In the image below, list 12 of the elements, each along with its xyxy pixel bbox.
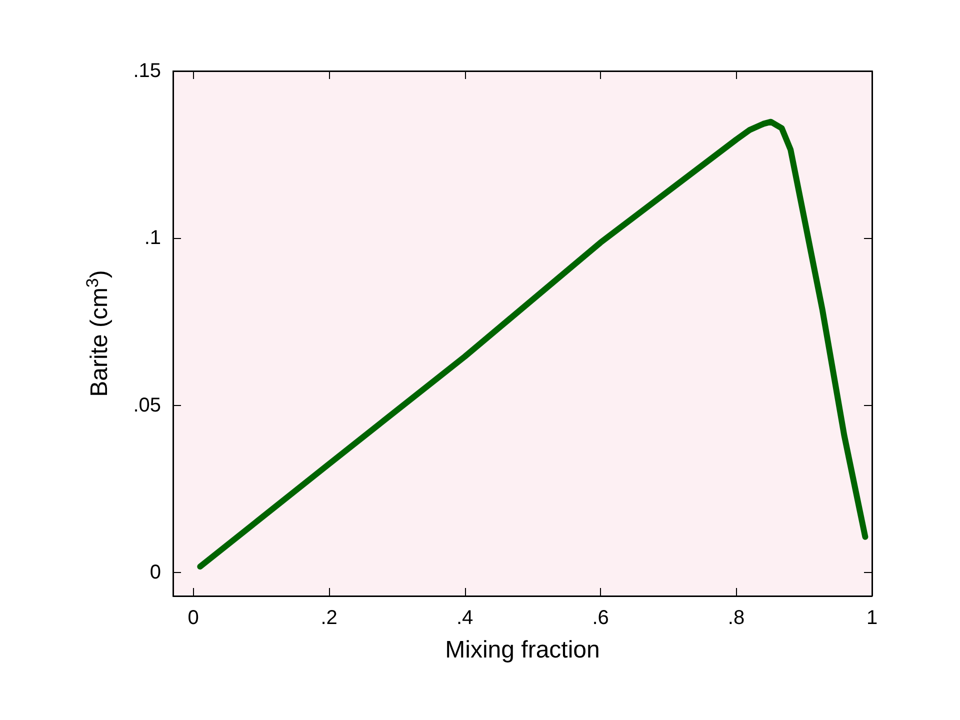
y-tick-label: 0 xyxy=(150,562,161,584)
x-tick-label: 0 xyxy=(188,607,199,629)
y-tick-label: .1 xyxy=(144,227,161,250)
x-tick-label: .2 xyxy=(320,607,338,629)
y-axis-title: Barite (cm3) xyxy=(83,270,113,397)
x-tick-label: 1 xyxy=(866,607,878,629)
y-tick-label: .15 xyxy=(133,60,161,82)
x-tick-label: .4 xyxy=(456,607,474,629)
x-tick-label: .8 xyxy=(728,607,745,629)
y-tick-label: .05 xyxy=(133,394,161,416)
x-tick-label: .6 xyxy=(592,607,609,629)
x-axis-title: Mixing fraction xyxy=(445,636,600,664)
